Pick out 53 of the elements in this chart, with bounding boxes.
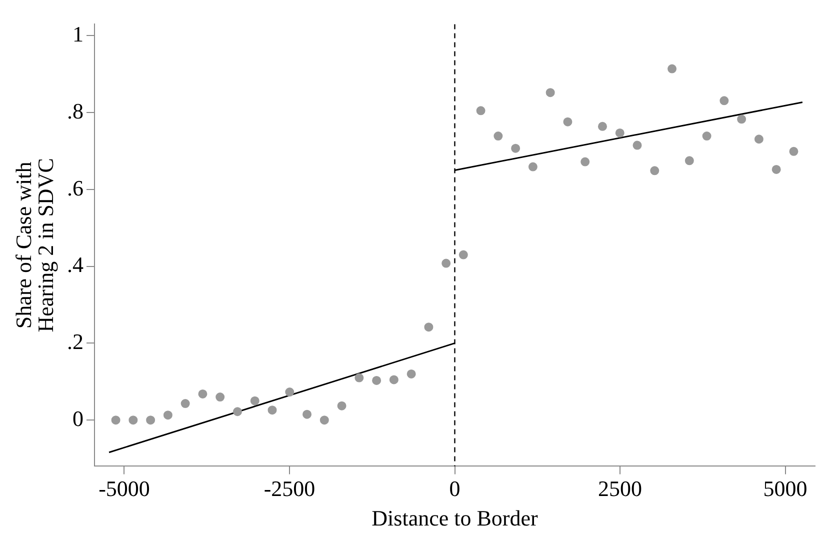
point <box>458 250 468 260</box>
point <box>285 388 294 397</box>
y-axis-title: Share of Case with Hearing 2 in SDVC <box>10 158 58 332</box>
point <box>546 88 555 98</box>
x-tick-label: 0 <box>449 476 460 502</box>
point <box>702 132 712 141</box>
y-tick-label: .8 <box>67 98 84 124</box>
point <box>598 122 607 131</box>
point <box>180 399 190 408</box>
point <box>320 416 329 425</box>
y-tick-label: .4 <box>67 252 84 278</box>
point <box>789 146 798 156</box>
point <box>163 410 172 420</box>
point <box>772 164 781 174</box>
point <box>494 132 503 141</box>
point <box>424 322 434 332</box>
point <box>337 401 346 410</box>
x-axis-title: Distance to Border <box>372 506 539 531</box>
point <box>754 134 764 144</box>
x-tick-label: -2500 <box>264 476 316 502</box>
point <box>128 416 138 425</box>
point <box>442 258 451 268</box>
point <box>580 157 590 166</box>
point <box>268 406 277 415</box>
point <box>354 373 364 382</box>
point <box>615 128 624 138</box>
point <box>216 392 225 402</box>
x-tick-label: -5000 <box>98 476 150 502</box>
x-tick-label: 5000 <box>763 476 808 502</box>
y-tick-label: .2 <box>67 328 84 354</box>
point <box>528 162 538 172</box>
point <box>737 114 746 124</box>
point <box>250 396 260 406</box>
x-tick-label: 2500 <box>598 476 642 502</box>
point <box>632 140 642 150</box>
point <box>198 389 208 398</box>
point <box>372 376 382 385</box>
y-tick-label: 0 <box>72 406 84 431</box>
point <box>406 369 416 378</box>
point <box>563 117 572 126</box>
point <box>668 64 677 74</box>
point <box>684 156 694 166</box>
point <box>650 166 660 176</box>
point <box>302 410 312 419</box>
y-tick-label: .6 <box>67 175 84 200</box>
point <box>511 144 520 153</box>
point <box>146 416 156 425</box>
point <box>389 375 398 384</box>
point <box>720 96 729 106</box>
y-tick-label: 1 <box>72 22 84 47</box>
point <box>111 416 120 425</box>
point <box>476 106 486 116</box>
point <box>232 407 242 416</box>
